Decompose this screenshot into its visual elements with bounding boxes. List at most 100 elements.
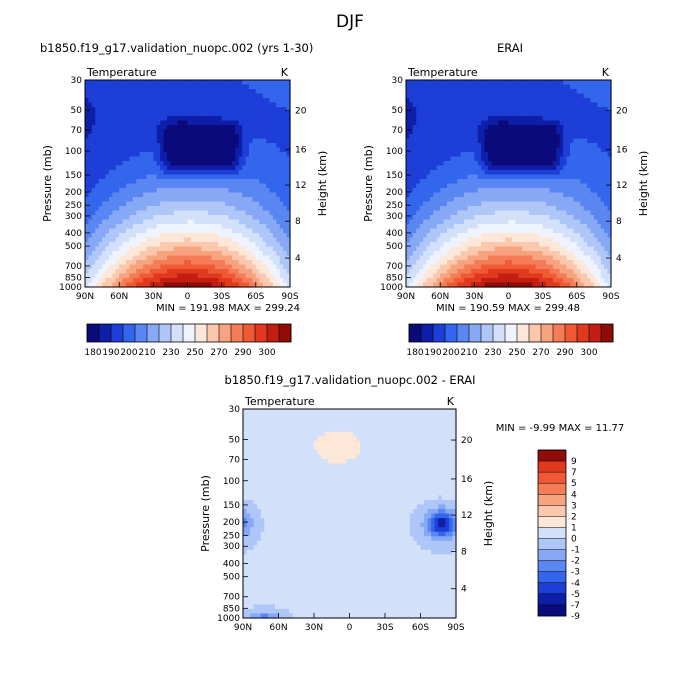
heatmap-cell [426,134,431,140]
heatmap-cell [501,89,506,95]
heatmap-cell [535,192,540,198]
heatmap-cell [184,143,189,149]
heatmap-cell [153,269,158,275]
heatmap-cell [542,174,547,180]
heatmap-cell [259,264,264,270]
heatmap-cell [474,246,479,252]
heatmap-cell [532,156,537,162]
heatmap-cell [126,219,131,225]
heatmap-cell [272,174,277,180]
heatmap-cell [276,89,281,95]
heatmap-cell [88,84,93,90]
heatmap-cell [481,134,486,140]
heatmap-cell [436,129,441,135]
heatmap-cell [149,152,154,158]
heatmap-cell [197,246,202,252]
heatmap-cell [518,282,523,288]
heatmap-cell [249,138,254,144]
heatmap-cell [470,269,475,275]
heatmap-cell [105,170,110,176]
heatmap-cell [149,237,154,243]
heatmap-cell [108,134,113,140]
heatmap-cell [522,273,527,279]
heatmap-cell [167,233,172,239]
heatmap-cell [167,107,172,113]
heatmap-cell [563,143,568,149]
heatmap-cell [283,93,288,99]
heatmap-cell [423,120,428,126]
heatmap-cell [184,242,189,248]
heatmap-cell [115,260,120,266]
heatmap-cell [508,165,513,171]
heatmap-cell [218,228,223,234]
heatmap-cell [259,192,264,198]
heatmap-cell [173,134,178,140]
heatmap-cell [511,102,516,108]
heatmap-cell [532,89,537,95]
heatmap-cell [515,282,520,288]
heatmap-cell [218,237,223,243]
heatmap-cell [498,242,503,248]
heatmap-cell [494,197,499,203]
heatmap-cell [249,219,254,225]
heatmap-cell [231,80,236,86]
heatmap-cell [132,224,137,230]
heatmap-cell [126,210,131,216]
heatmap-cell [535,197,540,203]
heatmap-cell [235,111,240,117]
heatmap-cell [552,224,557,230]
heatmap-cell [112,242,117,248]
heatmap-cell [450,269,455,275]
heatmap-cell [467,116,472,122]
heatmap-cell [115,188,120,194]
height-tick-label: 12 [295,181,306,191]
heatmap-cell [180,161,185,167]
heatmap-cell [126,129,131,135]
heatmap-cell [494,80,499,86]
heatmap-cell [242,102,247,108]
heatmap-cell [406,224,411,230]
heatmap-cell [539,255,544,261]
heatmap-cell [129,206,134,212]
heatmap-cell [546,228,551,234]
heatmap-cell [559,120,564,126]
heatmap-cell [88,179,93,185]
heatmap-cell [115,152,120,158]
heatmap-cell [494,264,499,270]
heatmap-cell [529,107,534,113]
heatmap-cell [286,111,291,117]
x-tick-label: 90N [76,292,94,302]
heatmap-cell [180,152,185,158]
heatmap-cell [447,107,452,113]
heatmap-cell [201,179,206,185]
heatmap-cell [190,210,195,216]
heatmap-cell [262,84,267,90]
heatmap-cell [477,161,482,167]
heatmap-cell [464,107,469,113]
heatmap-cell [136,107,141,113]
colorbar-label: 200 [120,348,137,358]
heatmap-cell [204,219,209,225]
heatmap-cell [443,102,448,108]
heatmap-cell [197,102,202,108]
heatmap-cell [429,282,434,288]
heatmap-cell [208,183,213,189]
heatmap-cell [433,215,438,221]
heatmap-cell [139,93,144,99]
heatmap-cell [88,98,93,104]
heatmap-cell [177,242,182,248]
heatmap-cell [498,179,503,185]
heatmap-cell [481,246,486,252]
heatmap-cell [501,224,506,230]
heatmap-cell [266,170,271,176]
heatmap-cell [552,138,557,144]
heatmap-cell [467,255,472,261]
heatmap-cell [443,80,448,86]
heatmap-cell [494,89,499,95]
heatmap-cell [245,278,250,284]
heatmap-cell [132,156,137,162]
heatmap-cell [91,125,96,131]
heatmap-cell [208,143,213,149]
heatmap-cell [119,152,124,158]
heatmap-cell [173,188,178,194]
